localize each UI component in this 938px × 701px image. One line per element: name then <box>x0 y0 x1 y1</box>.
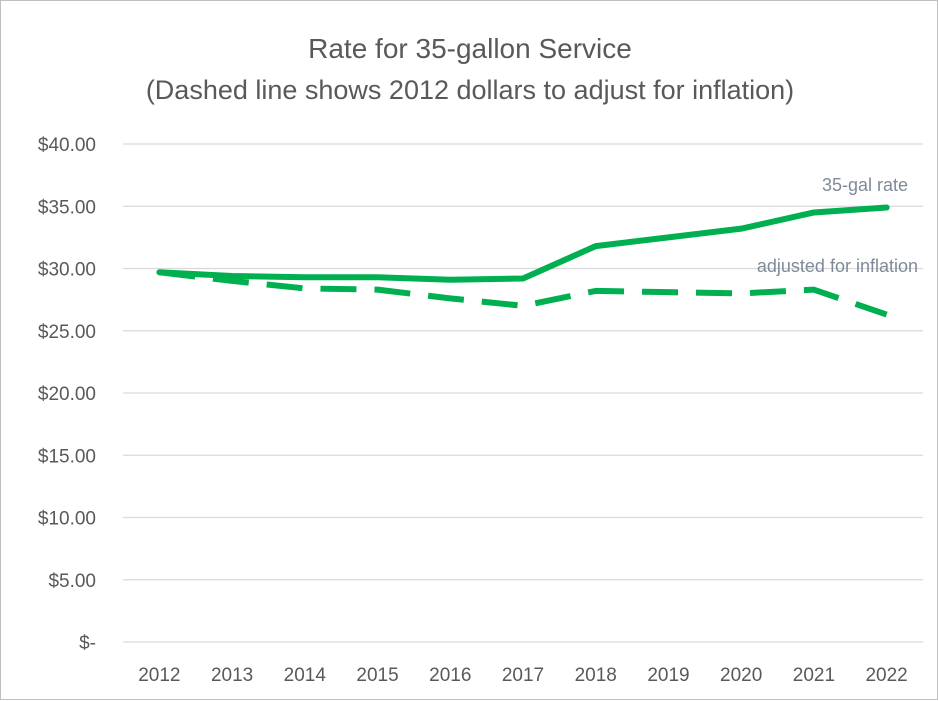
y-tick-label: $40.00 <box>38 135 96 156</box>
x-tick-label: 2022 <box>865 665 907 686</box>
series-label: 35-gal rate <box>822 175 908 195</box>
y-tick-label: $35.00 <box>38 197 96 218</box>
chart-title: Rate for 35-gallon Service <box>308 33 632 64</box>
y-tick-label: $10.00 <box>38 509 96 530</box>
rate-line <box>156 204 890 283</box>
x-tick-label: 2018 <box>575 665 617 686</box>
x-tick-label: 2014 <box>284 665 327 686</box>
x-tick-label: 2013 <box>211 665 253 686</box>
y-tick-label: $20.00 <box>38 384 96 405</box>
x-tick-label: 2015 <box>356 665 398 686</box>
y-tick-label: $30.00 <box>38 260 96 281</box>
x-tick-label: 2019 <box>647 665 689 686</box>
x-tick-label: 2012 <box>138 665 180 686</box>
x-tick-label: 2020 <box>720 665 762 686</box>
y-tick-label: $5.00 <box>48 571 96 592</box>
y-tick-label: $25.00 <box>38 322 96 343</box>
x-tick-label: 2021 <box>793 665 835 686</box>
series-label: adjusted for inflation <box>757 256 918 276</box>
y-tick-label: $15.00 <box>38 446 96 467</box>
chart-subtitle: (Dashed line shows 2012 dollars to adjus… <box>145 75 795 105</box>
x-tick-label: 2016 <box>429 665 471 686</box>
y-tick-label: $- <box>79 633 96 654</box>
x-tick-label: 2017 <box>502 665 544 686</box>
inflation-adjusted-line <box>159 269 888 318</box>
